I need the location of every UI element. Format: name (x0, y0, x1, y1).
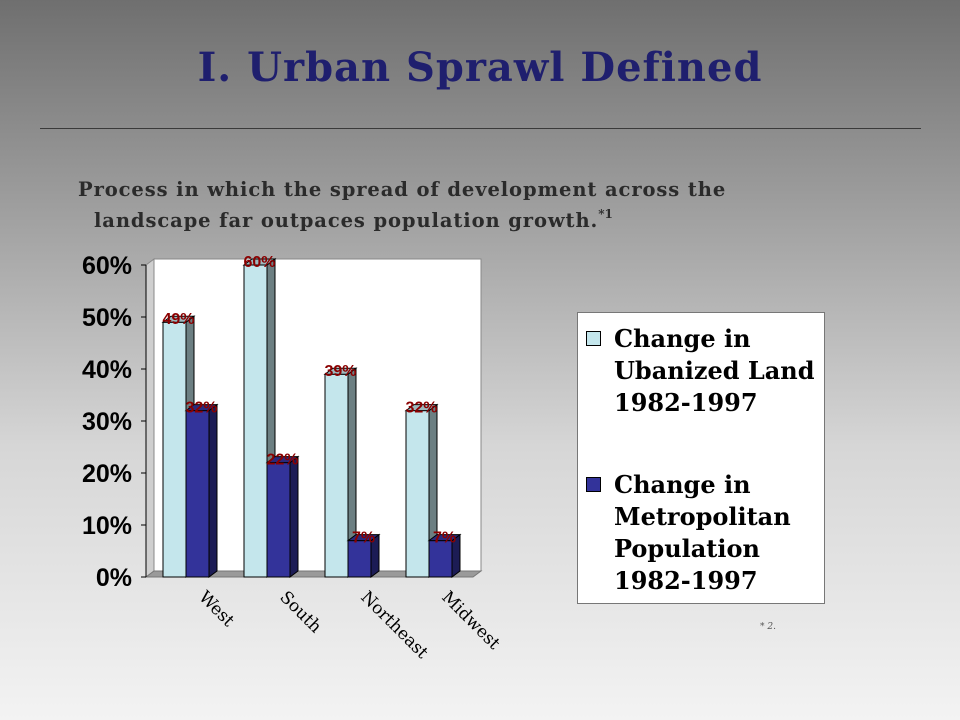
bar-metro-population-top (346, 534, 381, 542)
y-tick-label: 20% (82, 460, 132, 488)
x-category-label: West (194, 587, 238, 631)
chart-legend: Change in Ubanized Land 1982-1997 Change… (577, 312, 825, 604)
slide-title: I. Urban Sprawl Defined (197, 44, 763, 91)
data-label: 32% (405, 400, 437, 417)
bar-urbanized-land-front (243, 264, 268, 578)
bar-urbanized-land-front (324, 373, 349, 578)
bar-urbanized-land-front (162, 321, 187, 578)
bar-metro-population-top (265, 456, 300, 464)
bar-urbanized-land-top (323, 367, 358, 375)
bar-metro-population-side (289, 455, 299, 578)
y-tick-label: 10% (82, 512, 132, 540)
bar-metro-population-top (427, 534, 462, 542)
subtitle-footnote-ref: *1 (598, 207, 613, 221)
bar-urbanized-land-top (404, 404, 439, 412)
subtitle-line-2: landscape far outpaces population growth… (94, 209, 599, 232)
data-label: 7% (433, 530, 456, 547)
bar-urbanized-land-top (242, 258, 277, 266)
data-label: 49% (162, 311, 194, 328)
data-label: 39% (324, 363, 356, 380)
title-divider (40, 128, 921, 129)
slide-subtitle: Process in which the spread of developme… (78, 178, 898, 233)
bar-urbanized-land-front (405, 410, 430, 578)
bar-metro-population-top (184, 404, 219, 412)
bar-urbanized-land-top (161, 315, 196, 323)
y-tick-label: 60% (82, 252, 132, 280)
data-label: 32% (185, 400, 217, 417)
data-label: 7% (352, 530, 375, 547)
y-tick-label: 0% (96, 564, 132, 592)
data-label: 22% (266, 452, 298, 469)
legend-label-metro-population: Change in Metropolitan Population 1982-1… (614, 470, 791, 595)
subtitle-line-2-wrap: landscape far outpaces population growth… (78, 202, 898, 233)
x-category-label: Northeast (356, 587, 432, 663)
y-tick-label: 40% (82, 356, 132, 384)
legend-swatch-urbanized-land (586, 331, 601, 346)
chart-side-wall (145, 258, 155, 578)
data-label: 60% (243, 254, 275, 271)
legend-swatch-metro-population (586, 477, 601, 492)
subtitle-line-1: Process in which the spread of developme… (78, 178, 727, 201)
y-tick-label: 50% (82, 304, 132, 332)
bar-metro-population-front (266, 462, 291, 578)
x-category-label: South (275, 587, 325, 637)
bar-metro-population-side (208, 403, 218, 578)
x-category-label: Midwest (437, 587, 504, 654)
legend-label-urbanized-land: Change in Ubanized Land 1982-1997 (614, 324, 815, 417)
source-footnote: * 2. (760, 622, 776, 632)
bar-metro-population-front (185, 410, 210, 578)
y-tick-label: 30% (82, 408, 132, 436)
